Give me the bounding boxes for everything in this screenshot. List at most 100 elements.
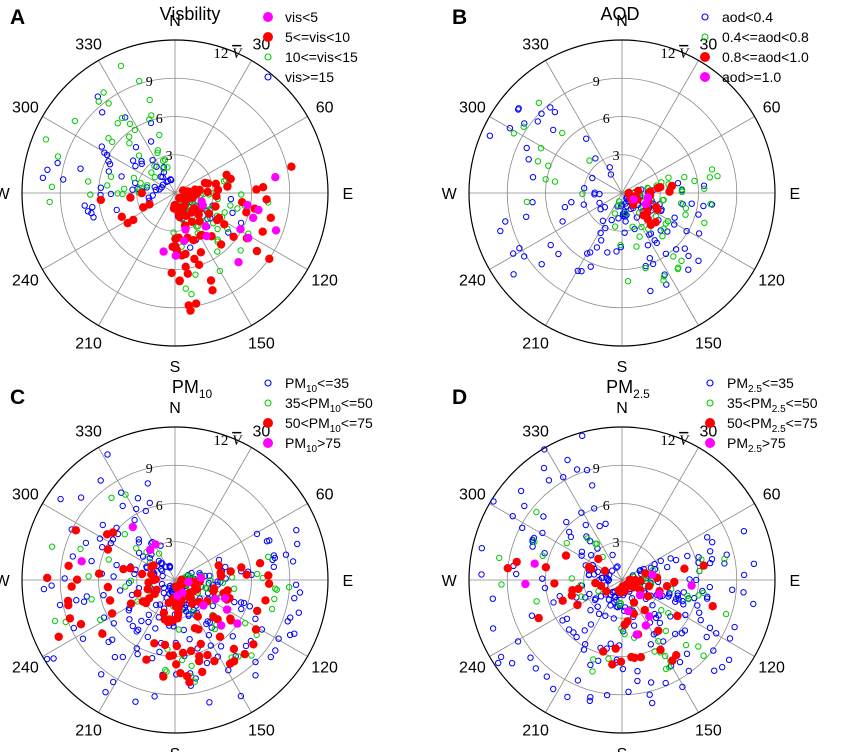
data-point <box>87 191 94 198</box>
data-point <box>489 625 497 632</box>
data-point <box>138 158 145 165</box>
data-point <box>672 595 680 603</box>
data-point <box>234 258 243 267</box>
legend-label: 50<PM2.5<=75 <box>727 415 818 435</box>
data-point <box>585 571 593 579</box>
data-point <box>117 62 125 70</box>
data-point <box>271 173 280 182</box>
data-point <box>147 138 155 145</box>
data-point <box>237 219 245 227</box>
data-point <box>497 653 505 661</box>
data-point <box>649 602 656 609</box>
data-point <box>258 183 268 192</box>
radial-tick-label: 3 <box>166 536 173 551</box>
data-point <box>88 209 95 217</box>
data-point <box>134 650 141 658</box>
data-point <box>136 77 143 85</box>
legend-marker <box>706 399 714 407</box>
data-point <box>529 536 536 544</box>
data-point <box>237 692 245 700</box>
data-point <box>205 631 213 639</box>
data-point <box>561 203 569 211</box>
data-point <box>478 571 485 578</box>
data-point <box>566 528 573 536</box>
data-point <box>607 602 614 609</box>
data-point <box>126 599 136 608</box>
data-point <box>666 664 673 671</box>
legend: aod<0.4 0.4<=aod<0.8 0.8<=aod<1.0 aod>=1.0 <box>700 9 809 85</box>
data-point <box>192 271 199 278</box>
data-point <box>206 699 213 706</box>
data-point <box>209 586 218 596</box>
data-point <box>521 579 530 589</box>
data-point <box>211 202 220 211</box>
polar-panel-c: 3 6 9 12 V N 30 60 E 120 150 S 210 240 W 300 330 C PM10 PM… <box>0 375 373 752</box>
data-point <box>711 667 718 674</box>
data-point <box>645 612 654 621</box>
data-point <box>77 545 84 553</box>
data-point <box>253 530 261 538</box>
angle-label: W <box>442 186 458 203</box>
data-point <box>203 187 212 197</box>
data-point <box>697 616 704 624</box>
data-point <box>679 597 686 605</box>
data-point <box>63 596 73 606</box>
data-point <box>164 164 171 171</box>
data-point <box>158 184 165 191</box>
radial-tick-label: 9 <box>146 75 153 90</box>
angle-label: 330 <box>75 423 102 440</box>
data-point <box>678 257 685 264</box>
data-point <box>174 603 183 612</box>
angle-label: N <box>616 13 628 30</box>
data-point <box>151 183 158 191</box>
polar-outer-ring <box>21 39 329 347</box>
data-point <box>105 158 112 165</box>
data-point <box>564 456 571 464</box>
data-point <box>687 581 696 590</box>
data-point <box>220 220 229 229</box>
data-point <box>249 213 258 222</box>
data-point <box>547 241 554 249</box>
data-point <box>598 237 605 244</box>
angle-label: N <box>169 400 181 417</box>
data-point <box>519 524 526 531</box>
data-point <box>129 157 137 164</box>
data-point <box>665 174 672 181</box>
data-point <box>563 518 570 526</box>
data-point <box>154 147 162 154</box>
data-point <box>671 221 678 228</box>
data-point <box>96 195 106 205</box>
data-point <box>122 583 129 590</box>
angle-label: 240 <box>12 272 39 289</box>
data-point <box>660 273 668 280</box>
data-point <box>574 677 582 684</box>
data-point <box>51 617 59 625</box>
data-point <box>706 174 713 181</box>
data-point <box>123 218 132 228</box>
angle-label: W <box>0 186 11 203</box>
data-point <box>657 557 664 565</box>
data-point <box>126 564 135 573</box>
angle-label: 300 <box>12 100 39 117</box>
data-point <box>643 193 653 202</box>
data-point <box>568 199 575 206</box>
data-point <box>622 218 629 225</box>
data-point <box>167 176 175 184</box>
data-point <box>271 595 278 603</box>
data-point <box>634 677 641 685</box>
data-point <box>237 563 246 572</box>
data-point <box>137 188 146 198</box>
panel-title: Visbility <box>160 4 221 24</box>
data-point <box>126 133 133 140</box>
data-point <box>696 567 703 575</box>
angle-label: 300 <box>12 487 39 504</box>
data-point <box>597 229 604 237</box>
data-point <box>605 571 613 579</box>
data-point <box>550 599 557 606</box>
data-point <box>178 648 188 657</box>
data-point <box>615 215 622 222</box>
data-point <box>95 98 102 105</box>
data-point <box>551 108 559 116</box>
angular-spoke <box>545 192 623 326</box>
data-point <box>521 120 528 127</box>
